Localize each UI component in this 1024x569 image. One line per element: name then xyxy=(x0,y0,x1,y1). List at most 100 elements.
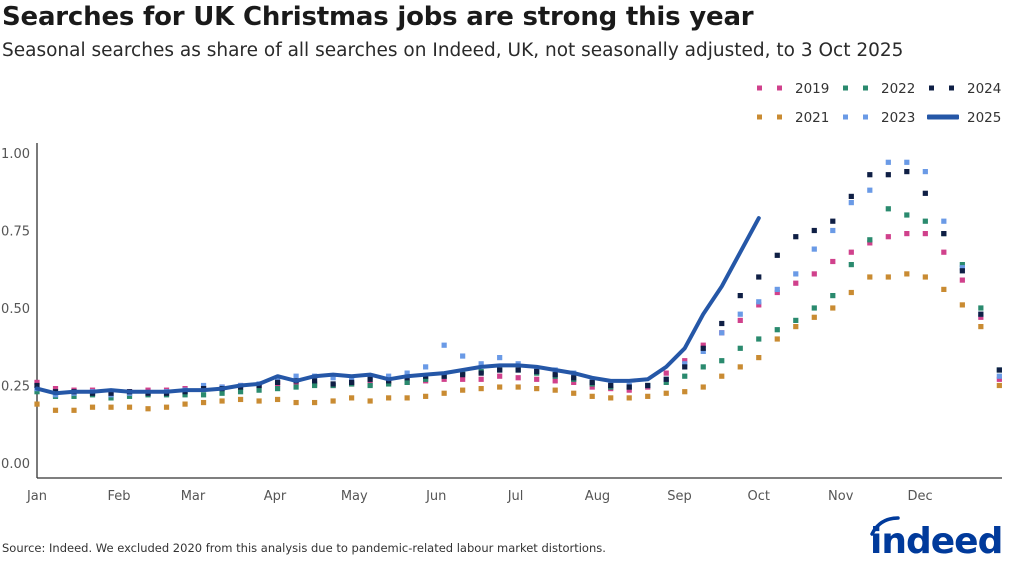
data-point-2019 xyxy=(552,378,558,384)
data-point-2022 xyxy=(793,317,799,323)
data-point-2022 xyxy=(719,358,725,364)
data-point-2021 xyxy=(885,274,891,280)
data-point-2024 xyxy=(996,367,1002,373)
data-point-2024 xyxy=(645,382,651,389)
data-point-2023 xyxy=(200,382,207,389)
x-tick-label: Mar xyxy=(181,489,206,504)
data-point-2022 xyxy=(682,373,688,379)
legend-label: 2025 xyxy=(967,110,1001,126)
data-point-2022 xyxy=(885,206,891,212)
data-point-2021 xyxy=(219,398,225,404)
series-2021 xyxy=(34,271,1002,413)
x-tick-label: May xyxy=(341,489,368,504)
data-point-2023 xyxy=(941,218,947,224)
data-point-2023 xyxy=(904,159,910,165)
data-point-2024 xyxy=(367,376,373,382)
x-tick-label: Jun xyxy=(425,489,446,504)
data-point-2019 xyxy=(959,277,965,283)
data-point-2023 xyxy=(793,271,799,277)
data-point-2019 xyxy=(478,376,484,382)
legend-swatch xyxy=(927,114,959,120)
legend-swatch xyxy=(757,114,762,120)
legend-swatch xyxy=(863,114,868,120)
series-line-2025 xyxy=(35,216,761,396)
data-point-2021 xyxy=(293,399,299,406)
legend-item-2019: 2019 xyxy=(757,81,829,97)
data-point-2022 xyxy=(904,212,910,218)
data-point-2022 xyxy=(663,379,669,385)
data-point-2021 xyxy=(848,289,854,296)
svg-text:indeed: indeed xyxy=(870,521,1002,558)
source-note: Source: Indeed. We excluded 2020 from th… xyxy=(2,541,606,555)
data-point-2022 xyxy=(34,389,40,395)
data-point-2024 xyxy=(663,376,669,382)
data-point-2021 xyxy=(34,401,40,407)
data-point-2021 xyxy=(126,404,133,410)
data-point-2021 xyxy=(367,398,373,404)
data-point-2022 xyxy=(774,327,780,333)
x-tick-label: Feb xyxy=(107,489,130,504)
data-point-2021 xyxy=(941,286,947,292)
data-point-2024 xyxy=(978,311,984,317)
data-point-2024 xyxy=(774,252,780,258)
data-point-2021 xyxy=(386,395,392,401)
data-point-2023 xyxy=(737,311,743,317)
data-point-2023 xyxy=(830,227,836,234)
series-marks xyxy=(34,159,1002,413)
data-point-2021 xyxy=(756,355,762,361)
x-tick-label: Apr xyxy=(264,489,287,504)
data-point-2024 xyxy=(941,231,947,237)
data-point-2022 xyxy=(922,218,928,224)
data-point-2022 xyxy=(404,379,410,385)
data-point-2024 xyxy=(848,193,854,199)
data-point-2019 xyxy=(996,376,1002,382)
legend-swatch xyxy=(777,85,782,91)
y-tick-label: 0.50 xyxy=(1,302,30,317)
data-point-2021 xyxy=(330,398,336,404)
data-point-2021 xyxy=(108,404,114,410)
data-point-2021 xyxy=(274,396,281,403)
data-point-2019 xyxy=(774,289,780,296)
data-point-2021 xyxy=(682,389,688,395)
data-point-2019 xyxy=(811,271,817,277)
data-point-2021 xyxy=(867,274,873,280)
data-point-2021 xyxy=(71,407,77,413)
data-point-2024 xyxy=(515,367,521,373)
data-point-2024 xyxy=(608,382,614,389)
data-point-2019 xyxy=(497,373,503,379)
data-point-2019 xyxy=(441,376,447,382)
x-tick-label: Jul xyxy=(507,489,524,504)
data-point-2021 xyxy=(904,271,910,277)
data-point-2021 xyxy=(996,382,1002,389)
data-point-2019 xyxy=(534,376,540,382)
data-point-2024 xyxy=(959,268,965,274)
data-point-2023 xyxy=(460,353,466,359)
data-point-2021 xyxy=(460,387,466,393)
data-point-2022 xyxy=(700,364,706,370)
data-point-2023 xyxy=(959,265,965,271)
data-point-2023 xyxy=(867,187,873,193)
data-point-2023 xyxy=(478,361,484,367)
data-point-2024 xyxy=(719,320,725,327)
data-point-2021 xyxy=(737,364,743,370)
data-point-2019 xyxy=(978,314,984,320)
data-point-2023 xyxy=(386,373,392,379)
data-point-2019 xyxy=(626,387,632,393)
legend: 2019 2022 2024 2021 2023 2025 xyxy=(757,81,1001,126)
data-point-2023 xyxy=(441,342,447,348)
series-2023 xyxy=(34,159,1002,398)
data-point-2022 xyxy=(423,376,429,382)
data-point-2019 xyxy=(682,358,688,364)
y-tick-label: 0.25 xyxy=(1,380,30,395)
legend-swatch xyxy=(949,85,954,91)
legend-swatch xyxy=(929,85,934,91)
data-point-2021 xyxy=(774,336,780,342)
data-point-2022 xyxy=(182,392,188,398)
data-point-2021 xyxy=(182,401,188,407)
axes: 0.00 0.25 0.50 0.75 1.00 Jan Feb Mar Apr May Jun Ju… xyxy=(1,143,1002,504)
indeed-logo: indeed xyxy=(866,512,1006,562)
data-point-2022 xyxy=(108,395,114,401)
data-point-2024 xyxy=(756,274,762,280)
data-point-2022 xyxy=(830,293,836,299)
data-point-2024 xyxy=(682,364,688,370)
